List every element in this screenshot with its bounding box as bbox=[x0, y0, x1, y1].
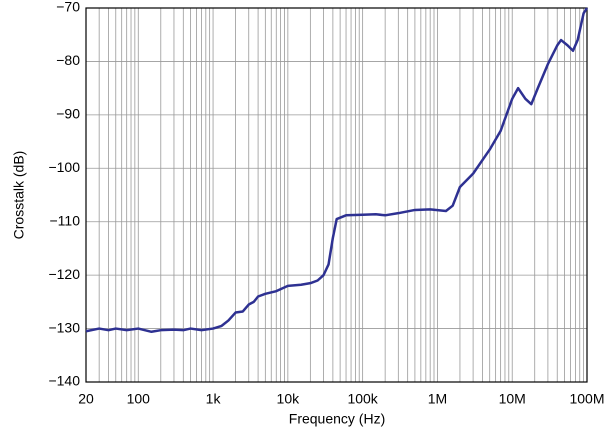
y-tick-label: −130 bbox=[48, 319, 80, 335]
x-tick-label: 100 bbox=[127, 391, 151, 407]
y-tick-label: −120 bbox=[48, 266, 80, 282]
y-tick-label: −100 bbox=[48, 159, 80, 175]
x-tick-label: 100M bbox=[569, 391, 604, 407]
y-tick-label: −140 bbox=[48, 373, 80, 389]
y-tick-label: −80 bbox=[56, 52, 80, 68]
x-tick-label: 1M bbox=[428, 391, 447, 407]
y-tick-label: −90 bbox=[56, 106, 80, 122]
x-tick-label: 20 bbox=[78, 391, 94, 407]
data-line bbox=[85, 7, 589, 334]
x-tick-label: 10k bbox=[277, 391, 301, 407]
x-tick-label: 100k bbox=[347, 391, 378, 407]
x-tick-label: 10M bbox=[499, 391, 526, 407]
y-axis-label: Crosstalk (dB) bbox=[11, 151, 27, 240]
x-axis-label: Frequency (Hz) bbox=[289, 411, 385, 427]
x-tick-label: 1k bbox=[206, 391, 222, 407]
y-tick-label: −110 bbox=[50, 212, 81, 228]
y-tick-label: −70 bbox=[56, 0, 80, 15]
plot-frame bbox=[85, 7, 588, 383]
